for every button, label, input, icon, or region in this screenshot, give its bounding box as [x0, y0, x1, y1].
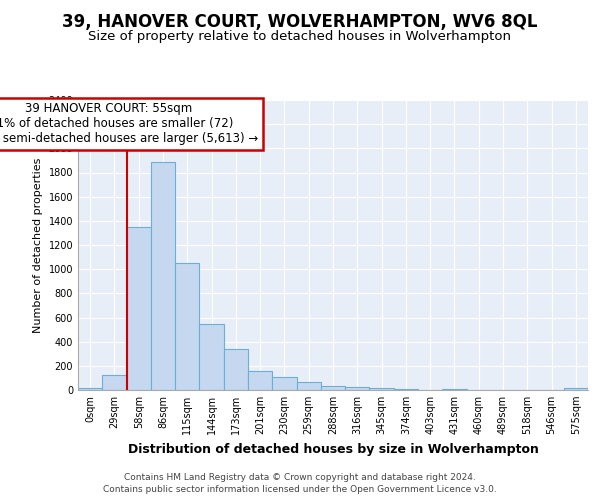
Bar — [127, 227, 151, 390]
Text: 39 HANOVER COURT: 55sqm
← 1% of detached houses are smaller (72)
99% of semi-det: 39 HANOVER COURT: 55sqm ← 1% of detached… — [0, 102, 259, 146]
Text: Contains HM Land Registry data © Crown copyright and database right 2024.: Contains HM Land Registry data © Crown c… — [124, 472, 476, 482]
Bar — [151, 162, 175, 390]
X-axis label: Distribution of detached houses by size in Wolverhampton: Distribution of detached houses by size … — [128, 442, 538, 456]
Bar — [78, 388, 102, 390]
Text: 39, HANOVER COURT, WOLVERHAMPTON, WV6 8QL: 39, HANOVER COURT, WOLVERHAMPTON, WV6 8Q… — [62, 12, 538, 30]
Bar — [370, 388, 394, 390]
Bar — [199, 324, 224, 390]
Bar — [296, 382, 321, 390]
Bar — [321, 386, 345, 390]
Text: Contains public sector information licensed under the Open Government Licence v3: Contains public sector information licen… — [103, 485, 497, 494]
Bar — [175, 263, 199, 390]
Bar — [224, 349, 248, 390]
Bar — [272, 376, 296, 390]
Bar — [345, 387, 370, 390]
Text: Size of property relative to detached houses in Wolverhampton: Size of property relative to detached ho… — [89, 30, 511, 43]
Bar — [394, 389, 418, 390]
Bar — [248, 370, 272, 390]
Bar — [102, 375, 127, 390]
Y-axis label: Number of detached properties: Number of detached properties — [33, 158, 43, 332]
Bar — [564, 388, 588, 390]
